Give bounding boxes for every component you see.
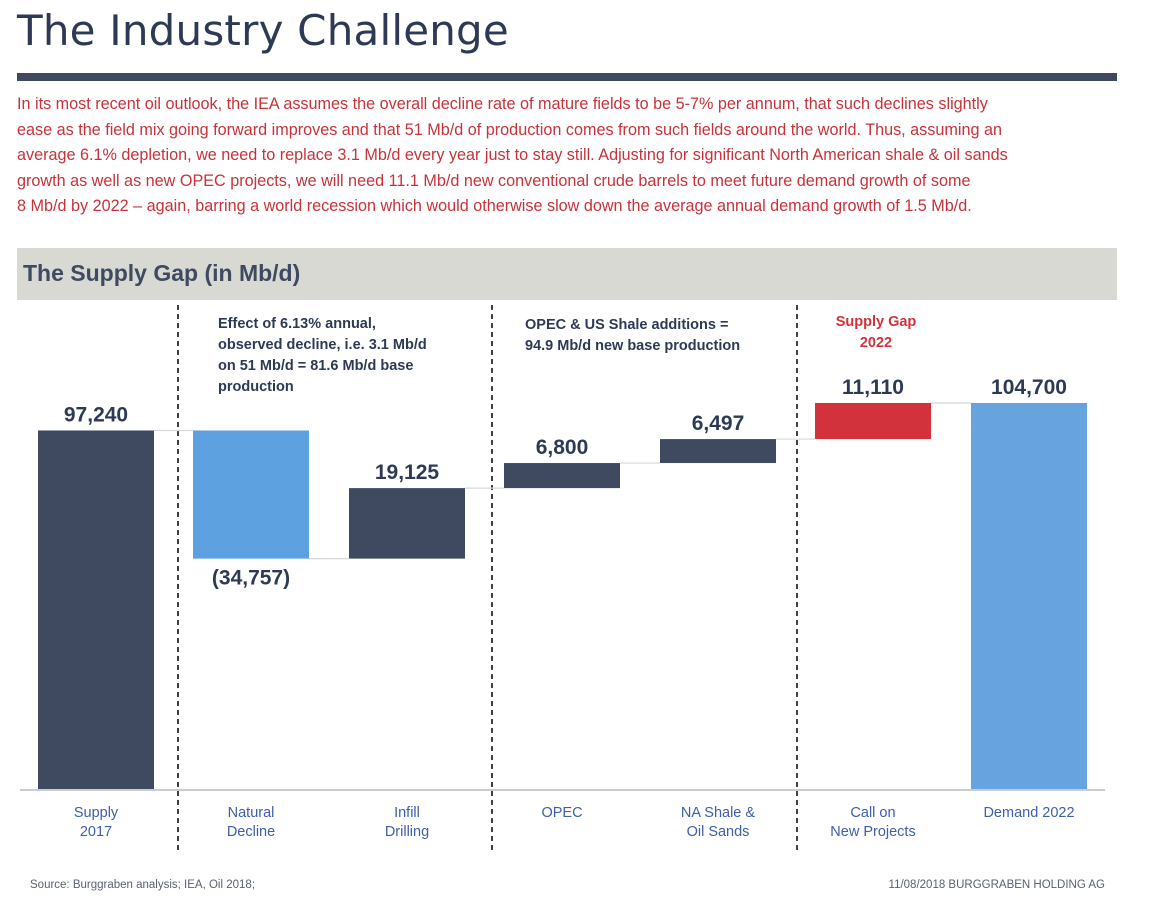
intro-line: In its most recent oil outlook, the IEA … — [17, 95, 988, 113]
bar-6 — [971, 402, 1087, 789]
category-label: Oil Sands — [687, 824, 750, 840]
title-rule — [17, 73, 1117, 81]
annotation-text: Effect of 6.13% annual, — [218, 316, 376, 332]
bar-1 — [193, 430, 309, 559]
page-title: The Industry Challenge — [17, 6, 509, 55]
data-label: 6,497 — [692, 412, 745, 435]
annotation-text: OPEC & US Shale additions = — [525, 317, 728, 333]
data-label: (34,757) — [212, 567, 290, 590]
category-label: 2017 — [80, 824, 112, 840]
data-label: 97,240 — [64, 403, 128, 426]
category-label: New Projects — [830, 824, 915, 840]
annotation-text: on 51 Mb/d = 81.6 Mb/d base — [218, 358, 413, 374]
intro-line: average 6.1% depletion, we need to repla… — [17, 146, 1008, 165]
data-label: 104,700 — [991, 376, 1067, 399]
data-label: 11,110 — [842, 376, 904, 399]
bar-3 — [504, 463, 620, 489]
category-label: Supply — [74, 805, 119, 821]
category-label: Demand 2022 — [983, 805, 1074, 821]
chart-title: The Supply Gap (in Mb/d) — [23, 260, 301, 286]
annotation-text: production — [218, 379, 294, 395]
intro-paragraph: In its most recent oil outlook, the IEA … — [17, 92, 1127, 220]
chart-title-band: The Supply Gap (in Mb/d) — [17, 248, 1117, 300]
category-label: OPEC — [541, 805, 582, 821]
footer-date-company: 11/08/2018 BURGGRABEN HOLDING AG — [888, 879, 1105, 891]
annotation-text: 94.9 Mb/d new base production — [525, 338, 740, 354]
intro-line: 8 Mb/d by 2022 – again, barring a world … — [17, 197, 972, 216]
data-label: 19,125 — [375, 461, 440, 484]
category-label: Decline — [227, 824, 275, 840]
category-label: Infill — [394, 805, 420, 821]
bar-5 — [815, 402, 931, 440]
intro-line: ease as the field mix going forward impr… — [17, 120, 1002, 139]
category-label: Call on — [850, 805, 895, 821]
annotation-text: observed decline, i.e. 3.1 Mb/d — [218, 337, 427, 353]
category-label: Drilling — [385, 824, 429, 840]
annotation-text: Supply Gap — [836, 314, 917, 330]
intro-line: growth as well as new OPEC projects, we … — [17, 171, 971, 190]
bar-4 — [660, 439, 776, 464]
source-note: Source: Burggraben analysis; IEA, Oil 20… — [30, 879, 256, 891]
annotation-text: 2022 — [860, 335, 892, 351]
bar-0 — [38, 430, 154, 789]
category-label: NA Shale & — [681, 805, 755, 821]
data-label: 6,800 — [536, 436, 589, 459]
category-label: Natural — [228, 805, 275, 821]
bar-2 — [349, 488, 465, 559]
